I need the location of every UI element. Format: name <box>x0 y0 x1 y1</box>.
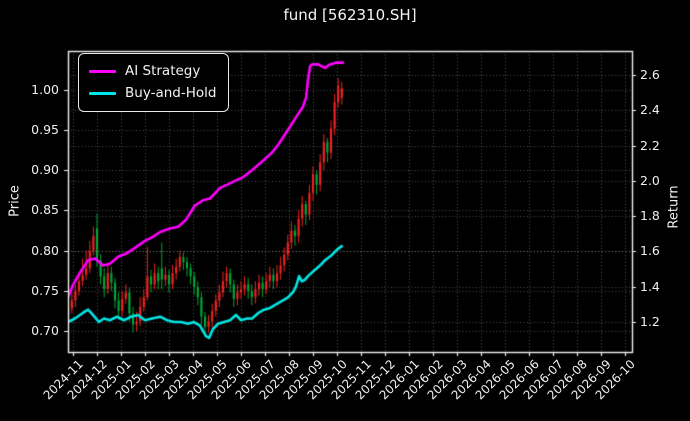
return-tick-label: 2.4 <box>640 102 660 118</box>
ai-strategy-line-swatch <box>89 69 116 73</box>
price-tick-label: 0.75 <box>31 282 59 298</box>
price-tick-label: 0.95 <box>31 122 59 138</box>
price-tick-label: 0.70 <box>31 323 59 339</box>
legend-item-ai-strategy: AI Strategy <box>89 60 216 82</box>
legend-label: Buy-and-Hold <box>125 85 217 101</box>
price-tick-label: 0.85 <box>31 202 59 218</box>
price-tick-label: 0.90 <box>31 162 59 178</box>
return-tick-label: 1.4 <box>640 278 660 294</box>
return-tick-label: 2.0 <box>640 172 660 188</box>
price-tick-label: 0.80 <box>31 242 59 258</box>
return-tick-label: 2.2 <box>640 137 660 153</box>
right-axis-label: Return <box>666 185 682 229</box>
legend-item-buy-and-hold: Buy-and-Hold <box>89 82 216 104</box>
chart-title: fund [562310.SH] <box>283 6 417 24</box>
legend-label: AI Strategy <box>125 63 201 79</box>
return-tick-label: 1.8 <box>640 208 660 224</box>
legend: AI Strategy Buy-and-Hold <box>78 53 230 112</box>
return-tick-label: 1.6 <box>640 243 660 259</box>
return-tick-label: 1.2 <box>640 314 660 329</box>
price-tick-label: 1.00 <box>31 81 59 97</box>
return-tick-label: 2.6 <box>640 66 660 82</box>
buy-and-hold-line-swatch <box>89 91 116 95</box>
